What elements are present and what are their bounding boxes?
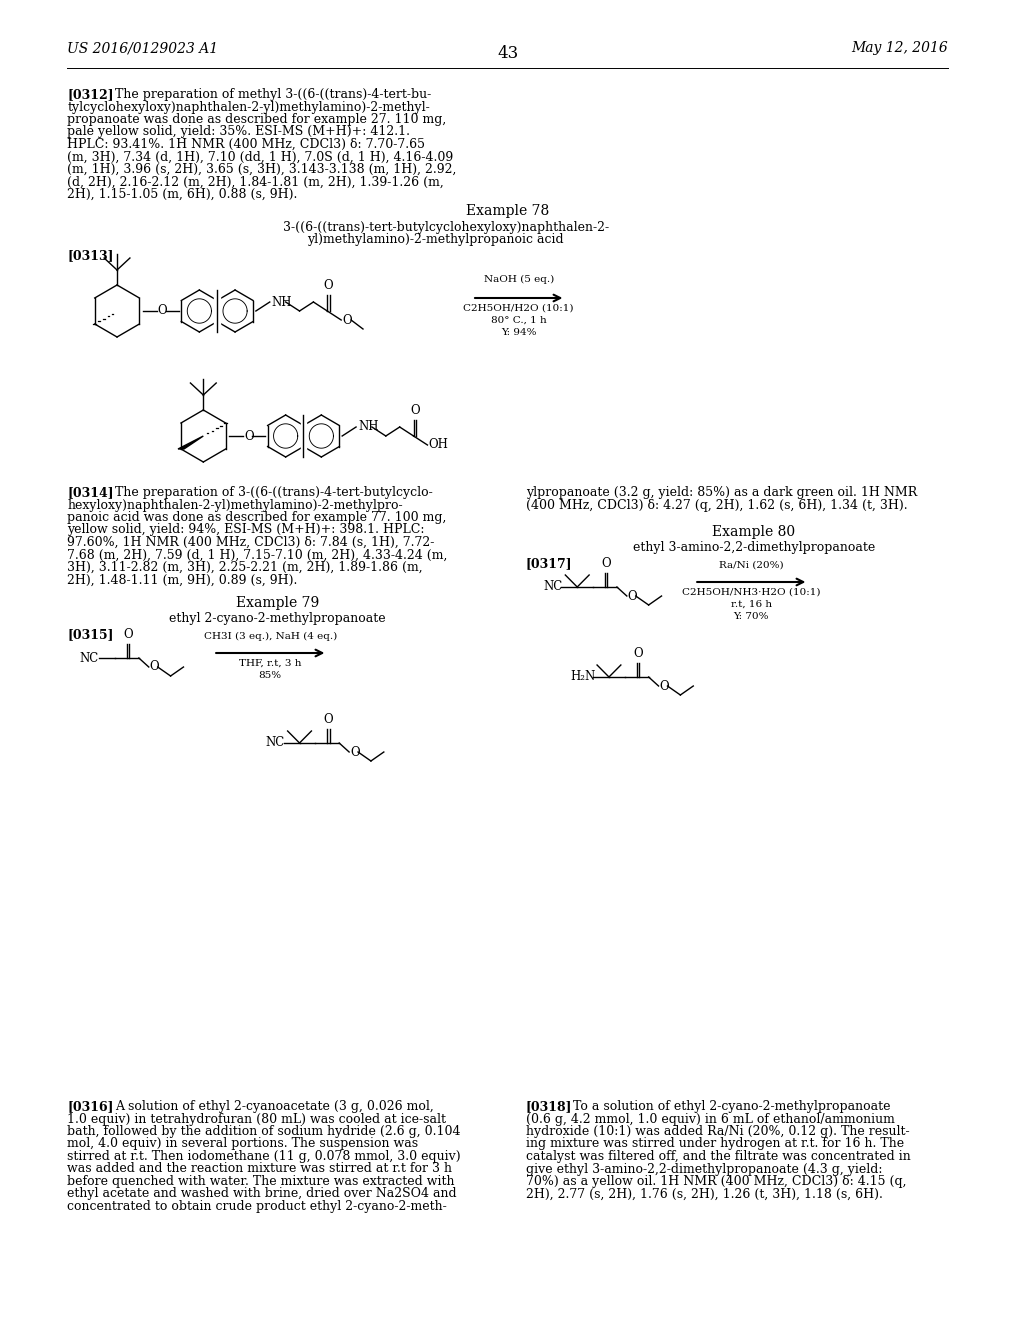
- Text: 1.0 equiv) in tetrahydrofuran (80 mL) was cooled at ice-salt: 1.0 equiv) in tetrahydrofuran (80 mL) wa…: [68, 1113, 446, 1126]
- Text: r.t, 16 h: r.t, 16 h: [731, 601, 772, 609]
- Text: Y: 70%: Y: 70%: [733, 612, 769, 620]
- Text: [0314]: [0314]: [68, 486, 114, 499]
- Text: 80° C., 1 h: 80° C., 1 h: [490, 315, 547, 325]
- Text: bath, followed by the addition of sodium hydride (2.6 g, 0.104: bath, followed by the addition of sodium…: [68, 1125, 461, 1138]
- Text: O: O: [123, 628, 133, 642]
- Text: Example 78: Example 78: [466, 205, 550, 219]
- Text: Example 79: Example 79: [237, 597, 319, 610]
- Text: C2H5OH/H2O (10:1): C2H5OH/H2O (10:1): [464, 304, 574, 313]
- Text: OH: OH: [428, 438, 449, 451]
- Text: Example 80: Example 80: [713, 525, 796, 539]
- Text: yl)methylamino)-2-methylpropanoic acid: yl)methylamino)-2-methylpropanoic acid: [307, 234, 564, 246]
- Text: was added and the reaction mixture was stirred at r.t for 3 h: was added and the reaction mixture was s…: [68, 1163, 453, 1176]
- Text: panoic acid was done as described for example 77. 100 mg,: panoic acid was done as described for ex…: [68, 511, 446, 524]
- Text: ylpropanoate (3.2 g, yield: 85%) as a dark green oil. 1H NMR: ylpropanoate (3.2 g, yield: 85%) as a da…: [525, 486, 916, 499]
- Text: O: O: [324, 279, 333, 292]
- Text: O: O: [601, 557, 611, 570]
- Text: NC: NC: [266, 737, 285, 750]
- Text: 70%) as a yellow oil. 1H NMR (400 MHz, CDCl3) δ: 4.15 (q,: 70%) as a yellow oil. 1H NMR (400 MHz, C…: [525, 1175, 906, 1188]
- Text: stirred at r.t. Then iodomethane (11 g, 0.078 mmol, 3.0 equiv): stirred at r.t. Then iodomethane (11 g, …: [68, 1150, 461, 1163]
- Polygon shape: [214, 289, 220, 333]
- Text: US 2016/0129023 A1: US 2016/0129023 A1: [68, 41, 218, 55]
- Text: [0312]: [0312]: [68, 88, 114, 102]
- Text: [0313]: [0313]: [68, 249, 114, 263]
- Text: 2H), 1.15-1.05 (m, 6H), 0.88 (s, 9H).: 2H), 1.15-1.05 (m, 6H), 0.88 (s, 9H).: [68, 187, 298, 201]
- Text: O: O: [244, 429, 254, 442]
- Text: ethyl 3-amino-2,2-dimethylpropanoate: ethyl 3-amino-2,2-dimethylpropanoate: [633, 541, 874, 554]
- Text: (400 MHz, CDCl3) δ: 4.27 (q, 2H), 1.62 (s, 6H), 1.34 (t, 3H).: (400 MHz, CDCl3) δ: 4.27 (q, 2H), 1.62 (…: [525, 499, 907, 511]
- Text: O: O: [633, 647, 643, 660]
- Text: ethyl 2-cyano-2-methylpropanoate: ethyl 2-cyano-2-methylpropanoate: [169, 612, 386, 624]
- Text: NC: NC: [79, 652, 98, 664]
- Text: NH: NH: [358, 421, 379, 433]
- Text: give ethyl 3-amino-2,2-dimethylpropanoate (4.3 g, yield:: give ethyl 3-amino-2,2-dimethylpropanoat…: [525, 1163, 882, 1176]
- Text: O: O: [628, 590, 637, 602]
- Text: O: O: [350, 746, 359, 759]
- Text: O: O: [659, 680, 669, 693]
- Polygon shape: [178, 436, 204, 449]
- Text: [0318]: [0318]: [525, 1100, 572, 1113]
- Text: [0317]: [0317]: [525, 557, 572, 570]
- Polygon shape: [300, 414, 306, 458]
- Text: THF, r.t, 3 h: THF, r.t, 3 h: [239, 659, 301, 668]
- Text: (m, 1H), 3.96 (s, 2H), 3.65 (s, 3H), 3.143-3.138 (m, 1H), 2.92,: (m, 1H), 3.96 (s, 2H), 3.65 (s, 3H), 3.1…: [68, 162, 457, 176]
- Text: O: O: [342, 314, 352, 326]
- Text: (m, 3H), 7.34 (d, 1H), 7.10 (dd, 1 H), 7.0S (d, 1 H), 4.16-4.09: (m, 3H), 7.34 (d, 1H), 7.10 (dd, 1 H), 7…: [68, 150, 454, 164]
- Text: 2H), 1.48-1.11 (m, 9H), 0.89 (s, 9H).: 2H), 1.48-1.11 (m, 9H), 0.89 (s, 9H).: [68, 573, 298, 586]
- Text: hexyloxy)naphthalen-2-yl)methylamino)-2-methylpro-: hexyloxy)naphthalen-2-yl)methylamino)-2-…: [68, 499, 403, 511]
- Text: 97.60%, 1H NMR (400 MHz, CDCl3) δ: 7.84 (s, 1H), 7.72-: 97.60%, 1H NMR (400 MHz, CDCl3) δ: 7.84 …: [68, 536, 435, 549]
- Text: NH: NH: [271, 296, 292, 309]
- Text: propanoate was done as described for example 27. 110 mg,: propanoate was done as described for exa…: [68, 114, 446, 125]
- Text: H₂N: H₂N: [570, 671, 596, 684]
- Text: [0315]: [0315]: [68, 628, 114, 642]
- Text: 3H), 3.11-2.82 (m, 3H), 2.25-2.21 (m, 2H), 1.89-1.86 (m,: 3H), 3.11-2.82 (m, 3H), 2.25-2.21 (m, 2H…: [68, 561, 423, 574]
- Text: ing mixture was stirred under hydrogen at r.t. for 16 h. The: ing mixture was stirred under hydrogen a…: [525, 1138, 904, 1151]
- Text: O: O: [324, 713, 333, 726]
- Text: C2H5OH/NH3·H2O (10:1): C2H5OH/NH3·H2O (10:1): [682, 587, 820, 597]
- Text: O: O: [158, 305, 167, 318]
- Text: 7.68 (m, 2H), 7.59 (d, 1 H), 7.15-7.10 (m, 2H), 4.33-4.24 (m,: 7.68 (m, 2H), 7.59 (d, 1 H), 7.15-7.10 (…: [68, 549, 447, 561]
- Text: O: O: [150, 660, 160, 673]
- Text: O: O: [410, 404, 420, 417]
- Text: pale yellow solid, yield: 35%. ESI-MS (M+H)+: 412.1.: pale yellow solid, yield: 35%. ESI-MS (M…: [68, 125, 411, 139]
- Text: Ra/Ni (20%): Ra/Ni (20%): [719, 561, 783, 570]
- Text: 2H), 2.77 (s, 2H), 1.76 (s, 2H), 1.26 (t, 3H), 1.18 (s, 6H).: 2H), 2.77 (s, 2H), 1.76 (s, 2H), 1.26 (t…: [525, 1188, 883, 1200]
- Text: mol, 4.0 equiv) in several portions. The suspension was: mol, 4.0 equiv) in several portions. The…: [68, 1138, 419, 1151]
- Text: (d, 2H), 2.16-2.12 (m, 2H), 1.84-1.81 (m, 2H), 1.39-1.26 (m,: (d, 2H), 2.16-2.12 (m, 2H), 1.84-1.81 (m…: [68, 176, 444, 189]
- Text: ethyl acetate and washed with brine, dried over Na2SO4 and: ethyl acetate and washed with brine, dri…: [68, 1188, 457, 1200]
- Text: To a solution of ethyl 2-cyano-2-methylpropanoate: To a solution of ethyl 2-cyano-2-methylp…: [573, 1100, 891, 1113]
- Text: CH3I (3 eq.), NaH (4 eq.): CH3I (3 eq.), NaH (4 eq.): [204, 632, 337, 642]
- Text: NC: NC: [544, 581, 563, 594]
- Text: 3-((6-((trans)-tert-butylcyclohexyloxy)naphthalen-2-: 3-((6-((trans)-tert-butylcyclohexyloxy)n…: [283, 220, 609, 234]
- Text: A solution of ethyl 2-cyanoacetate (3 g, 0.026 mol,: A solution of ethyl 2-cyanoacetate (3 g,…: [115, 1100, 434, 1113]
- Text: HPLC: 93.41%. 1H NMR (400 MHz, CDCl3) δ: 7.70-7.65: HPLC: 93.41%. 1H NMR (400 MHz, CDCl3) δ:…: [68, 139, 425, 150]
- Text: NaOH (5 eq.): NaOH (5 eq.): [483, 275, 554, 284]
- Text: catalyst was filtered off, and the filtrate was concentrated in: catalyst was filtered off, and the filtr…: [525, 1150, 910, 1163]
- Text: [0316]: [0316]: [68, 1100, 114, 1113]
- Text: Y: 94%: Y: 94%: [501, 327, 537, 337]
- Text: The preparation of methyl 3-((6-((trans)-4-tert-bu-: The preparation of methyl 3-((6-((trans)…: [115, 88, 431, 102]
- Text: tylcyclohexyloxy)naphthalen-2-yl)methylamino)-2-methyl-: tylcyclohexyloxy)naphthalen-2-yl)methyla…: [68, 100, 430, 114]
- Text: 43: 43: [498, 45, 518, 62]
- Text: hydroxide (10:1) was added Ra/Ni (20%, 0.12 g). The result-: hydroxide (10:1) was added Ra/Ni (20%, 0…: [525, 1125, 909, 1138]
- Text: May 12, 2016: May 12, 2016: [851, 41, 948, 55]
- Text: concentrated to obtain crude product ethyl 2-cyano-2-meth-: concentrated to obtain crude product eth…: [68, 1200, 447, 1213]
- Text: The preparation of 3-((6-((trans)-4-tert-butylcyclo-: The preparation of 3-((6-((trans)-4-tert…: [115, 486, 433, 499]
- Text: 85%: 85%: [259, 671, 282, 680]
- Text: (0.6 g, 4.2 mmol, 1.0 equiv) in 6 mL of ethanol/ammonium: (0.6 g, 4.2 mmol, 1.0 equiv) in 6 mL of …: [525, 1113, 895, 1126]
- Text: before quenched with water. The mixture was extracted with: before quenched with water. The mixture …: [68, 1175, 455, 1188]
- Text: yellow solid, yield: 94%, ESI-MS (M+H)+: 398.1. HPLC:: yellow solid, yield: 94%, ESI-MS (M+H)+:…: [68, 524, 425, 536]
